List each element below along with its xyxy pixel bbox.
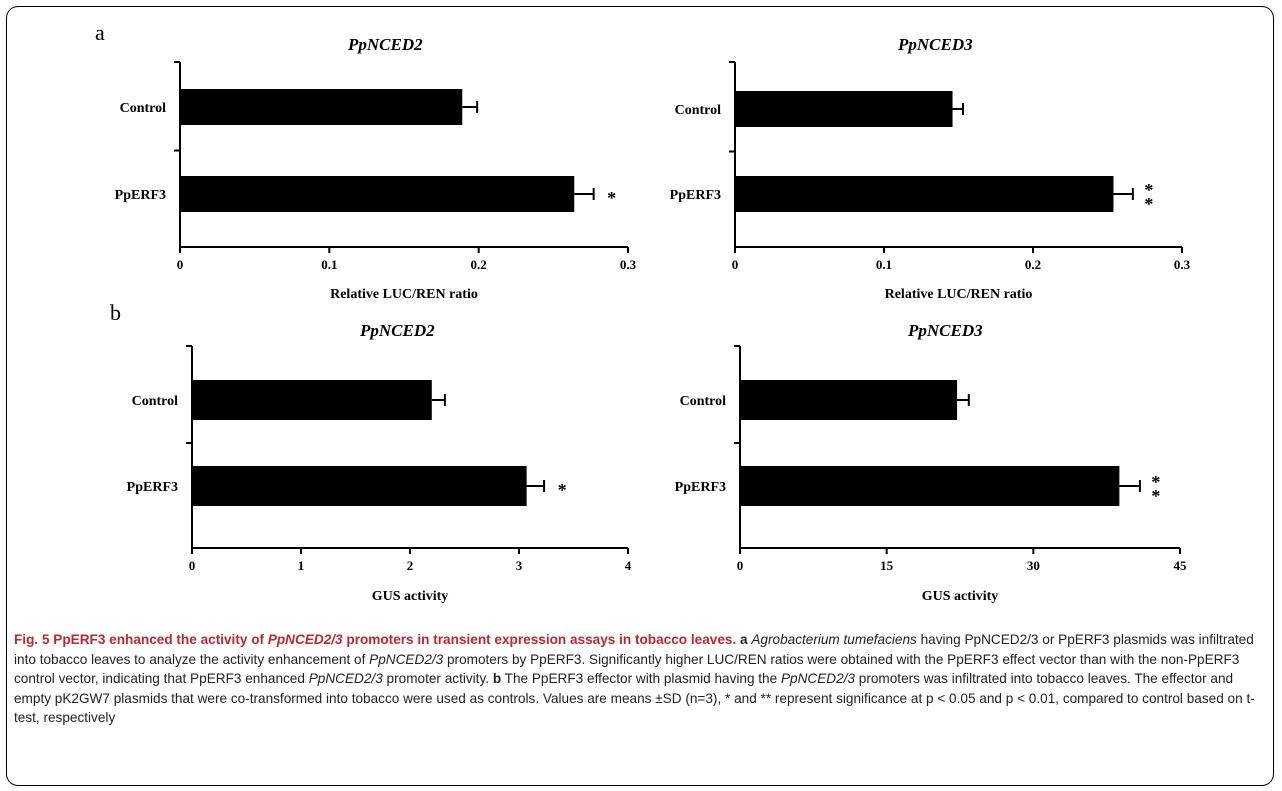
chart3-significance-mark: * xyxy=(558,480,567,500)
chart1-x-tick-label: 0.1 xyxy=(321,257,337,272)
chart4-x-tick-label: 15 xyxy=(880,558,894,573)
chart1-title: PpNCED2 xyxy=(347,35,423,54)
chart1-x-tick-label: 0 xyxy=(177,257,184,272)
chart2-x-tick-label: 0.1 xyxy=(876,257,892,272)
chart2-x-axis-label: Relative LUC/REN ratio xyxy=(885,287,1033,302)
chart2-x-tick-label: 0 xyxy=(732,257,739,272)
chart2-title: PpNCED3 xyxy=(897,35,973,54)
chart1-x-axis-label: Relative LUC/REN ratio xyxy=(330,287,478,302)
caption-title-end: promoters in transient expression assays… xyxy=(342,632,737,647)
caption-letter-a: a xyxy=(740,632,748,647)
chart1-x-tick-label: 0.3 xyxy=(620,257,637,272)
chart3-bar xyxy=(192,466,527,506)
chart3-category-label: Control xyxy=(132,394,179,409)
chart1-category-label: Control xyxy=(120,101,167,116)
chart3-x-tick-label: 0 xyxy=(189,558,196,573)
caption-b-text1: The PpERF3 effector with plasmid having … xyxy=(501,671,781,687)
panel-label-b: b xyxy=(110,300,121,325)
chart4-bar xyxy=(740,466,1120,506)
chart2-significance-mark: * xyxy=(1144,180,1153,200)
chart2-bar xyxy=(735,91,953,127)
chart3-x-tick-label: 4 xyxy=(625,558,632,573)
chart1-bar xyxy=(180,176,575,212)
caption-a-gene2: PpNCED2/3 xyxy=(308,671,383,687)
charts-group: PpNCED2 0 0.1 0.2 0.3 Control PpERF3 * Relative … xyxy=(115,35,1191,604)
caption-a-text2: promoters by PpERF3. Significantly highe… xyxy=(14,651,1240,687)
chart1-category-label: PpERF3 xyxy=(115,188,166,203)
chart4-bar xyxy=(740,380,958,420)
caption-title: Fig. 5 PpERF3 enhanced the activity of xyxy=(14,632,268,647)
caption-a-text1: having PpNCED2/3 or PpERF3 plasmids was … xyxy=(14,632,1254,667)
chart2-category-label: Control xyxy=(675,103,722,118)
chart4-x-tick-label: 0 xyxy=(737,558,744,573)
caption-letter-b: b xyxy=(492,671,502,687)
chart4-x-tick-label: 45 xyxy=(1174,558,1188,573)
chart2-x-tick-label: 0.3 xyxy=(1174,257,1191,272)
chart4-significance-mark: * xyxy=(1151,472,1160,492)
caption-a-text3: promoter activity. xyxy=(382,671,490,687)
chart4-title: PpNCED3 xyxy=(907,321,983,340)
chart4-category-label: Control xyxy=(680,394,727,409)
figure-caption: Fig. 5 PpERF3 enhanced the activity of P… xyxy=(14,630,1269,728)
caption-b-text2: promoters was infiltrated into tobacco l… xyxy=(14,671,1255,726)
chart2-x-tick-label: 0.2 xyxy=(1025,257,1041,272)
chart2-category-label: PpERF3 xyxy=(670,188,721,203)
chart2-bar xyxy=(735,176,1114,212)
chart3-title: PpNCED2 xyxy=(359,321,435,340)
chart4-x-axis-label: GUS activity xyxy=(922,589,999,604)
chart1-significance-mark: * xyxy=(607,188,616,208)
figure-canvas: a b PpNCED2 0 0.1 0.2 0.3 Control PpERF3 * Relat… xyxy=(95,20,1191,604)
caption-a-gene1: PpNCED2/3 xyxy=(369,651,444,667)
chart1-bar xyxy=(180,89,463,125)
chart3-x-tick-label: 3 xyxy=(516,558,523,573)
caption-a-species: Agrobacterium tumefaciens xyxy=(751,632,917,647)
chart3-x-axis-label: GUS activity xyxy=(372,589,449,604)
figure-frame xyxy=(6,6,1274,786)
caption-b-gene: PpNCED2/3 xyxy=(780,671,855,687)
chart4-significance-mark: * xyxy=(1151,486,1160,506)
chart3-x-tick-label: 1 xyxy=(298,558,305,573)
panel-label-a: a xyxy=(95,20,105,45)
chart3-x-tick-label: 2 xyxy=(407,558,414,573)
caption-title-gene: PpNCED2/3 xyxy=(267,632,343,647)
chart1-x-tick-label: 0.2 xyxy=(471,257,487,272)
chart3-category-label: PpERF3 xyxy=(127,480,178,495)
chart3-bar xyxy=(192,380,432,420)
chart4-category-label: PpERF3 xyxy=(675,480,726,495)
chart4-x-tick-label: 30 xyxy=(1027,558,1040,573)
chart2-significance-mark: * xyxy=(1144,194,1153,214)
